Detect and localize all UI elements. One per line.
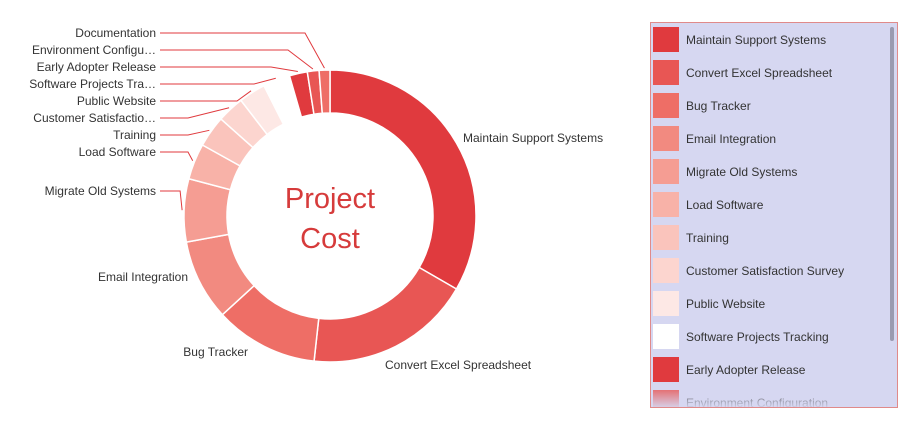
donut-chart: Maintain Support Systems Convert Excel Sp… <box>29 26 603 372</box>
slice-label: Software Projects Tra… <box>29 77 156 91</box>
center-label-line-1: Project <box>285 183 375 215</box>
legend-item[interactable]: Training <box>651 221 885 254</box>
leader-line <box>160 32 325 69</box>
legend-swatch <box>653 357 679 382</box>
legend-label: Migrate Old Systems <box>686 164 798 179</box>
legend-swatch <box>653 225 679 250</box>
legend-list: Maintain Support Systems Convert Excel Sp… <box>651 23 885 408</box>
legend-item[interactable]: Customer Satisfaction Survey <box>651 254 885 287</box>
slice-label: Environment Configu… <box>32 43 156 57</box>
legend-item[interactable]: Environment Configuration <box>651 386 885 408</box>
leader-line <box>160 190 183 211</box>
slice-label: Public Website <box>77 94 156 108</box>
center-label-line-2: Cost <box>300 223 360 255</box>
legend-label: Maintain Support Systems <box>686 32 827 47</box>
legend-swatch <box>653 27 679 52</box>
legend-swatch <box>653 159 679 184</box>
legend-label: Early Adopter Release <box>686 362 806 377</box>
legend-label: Bug Tracker <box>686 98 751 113</box>
leader-line <box>160 129 210 136</box>
legend-swatch <box>653 192 679 217</box>
legend-swatch <box>653 258 679 283</box>
slice-label: Load Software <box>79 145 157 159</box>
donut-slice[interactable] <box>318 69 331 115</box>
legend-swatch <box>653 291 679 316</box>
leader-line <box>160 77 276 85</box>
legend-label: Convert Excel Spreadsheet <box>686 65 833 80</box>
legend-label: Customer Satisfaction Survey <box>686 263 845 278</box>
legend-item[interactable]: Load Software <box>651 188 885 221</box>
slice-label: Documentation <box>75 26 156 40</box>
slice-labels: Maintain Support Systems Convert Excel Sp… <box>29 26 603 372</box>
slice-label: Bug Tracker <box>183 345 248 359</box>
slice-label: Early Adopter Release <box>37 60 157 74</box>
donut-slice[interactable] <box>313 266 458 363</box>
legend-item[interactable]: Bug Tracker <box>651 89 885 122</box>
leader-line <box>160 107 230 119</box>
leader-line <box>160 49 314 70</box>
legend-item[interactable]: Migrate Old Systems <box>651 155 885 188</box>
slice-label: Email Integration <box>98 270 188 284</box>
legend-item[interactable]: Email Integration <box>651 122 885 155</box>
legend-item[interactable]: Software Projects Tracking <box>651 320 885 353</box>
legend-label: Training <box>686 230 729 245</box>
legend-swatch <box>653 93 679 118</box>
label-leader-lines <box>160 32 325 211</box>
leader-line <box>160 151 194 161</box>
slice-label: Maintain Support Systems <box>463 131 603 145</box>
slice-label: Training <box>113 128 156 142</box>
legend-swatch <box>653 126 679 151</box>
legend-label: Software Projects Tracking <box>686 329 829 344</box>
legend-label: Load Software <box>686 197 764 212</box>
legend-swatch <box>653 60 679 85</box>
legend-label: Public Website <box>686 296 766 311</box>
donut-slices <box>183 69 477 363</box>
legend-label: Email Integration <box>686 131 777 146</box>
legend-scrollbar[interactable] <box>890 27 894 341</box>
leader-line <box>160 90 252 102</box>
legend-swatch <box>653 324 679 349</box>
chart-legend[interactable]: Maintain Support Systems Convert Excel Sp… <box>650 22 898 408</box>
slice-label: Convert Excel Spreadsheet <box>385 358 532 372</box>
legend-item[interactable]: Early Adopter Release <box>651 353 885 386</box>
legend-label: Environment Configuration <box>686 395 829 408</box>
leader-line <box>160 66 298 73</box>
slice-label: Customer Satisfactio… <box>33 111 156 125</box>
legend-item[interactable]: Convert Excel Spreadsheet <box>651 56 885 89</box>
donut-slice[interactable] <box>329 69 477 291</box>
legend-item[interactable]: Maintain Support Systems <box>651 23 885 56</box>
slice-label: Migrate Old Systems <box>45 184 156 198</box>
legend-item[interactable]: Public Website <box>651 287 885 320</box>
legend-swatch <box>653 390 679 407</box>
